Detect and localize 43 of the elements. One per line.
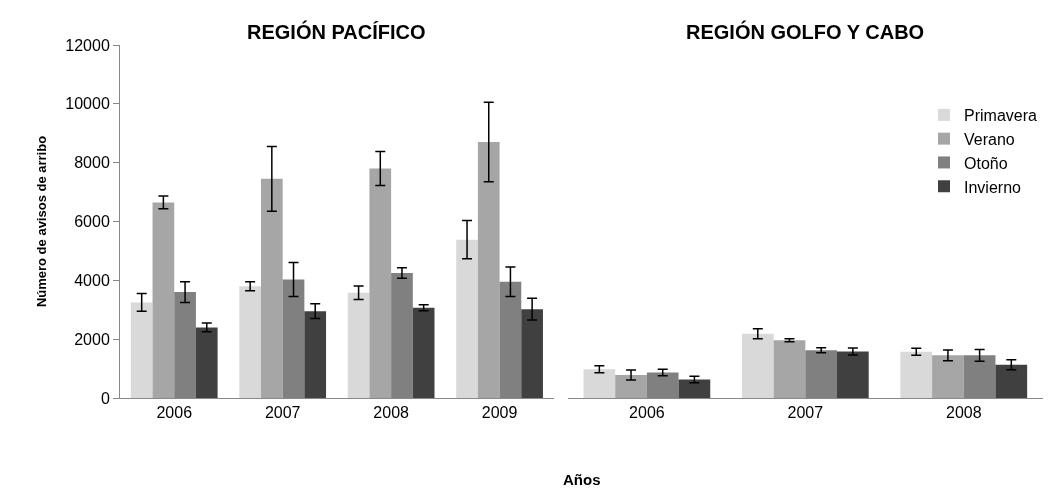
x-tick-label: 2008 (373, 404, 410, 422)
bar (477, 142, 500, 398)
y-tick-label: 12000 (65, 36, 110, 54)
bar (412, 307, 435, 398)
bar (130, 302, 153, 398)
chart-title: REGIÓN PACÍFICO (247, 20, 426, 43)
legend-label: Primavera (964, 107, 1038, 125)
chart-title: REGIÓN GOLFO Y CABO (686, 20, 925, 43)
bar (456, 239, 478, 398)
bar (369, 168, 392, 398)
legend-label: Invierno (964, 178, 1022, 196)
bar (583, 369, 616, 398)
bar (837, 351, 869, 398)
legend-label: Verano (964, 130, 1015, 148)
bar (521, 309, 543, 398)
legend-label: Otoño (964, 154, 1008, 172)
bar (152, 202, 175, 398)
y-tick-label: 8000 (74, 154, 110, 172)
bar (347, 292, 370, 398)
bar (195, 327, 218, 398)
x-tick-label: 2006 (629, 404, 665, 422)
bar (773, 340, 806, 398)
y-tick-label: 4000 (74, 271, 110, 289)
x-tick-label: 2007 (264, 404, 301, 422)
bar (678, 379, 711, 398)
bar (932, 355, 964, 398)
bar (615, 375, 647, 398)
y-tick-label: 10000 (65, 95, 110, 113)
bar (260, 178, 283, 398)
x-axis-title: Años (563, 471, 601, 488)
bar (900, 351, 933, 398)
x-tick-label: 2006 (156, 404, 193, 422)
bar (995, 364, 1028, 398)
bar (239, 286, 261, 398)
x-tick-label: 2008 (945, 404, 982, 422)
y-tick-label: 2000 (74, 330, 110, 348)
y-tick-label: 0 (100, 389, 110, 407)
bar (741, 333, 774, 398)
x-tick-label: 2009 (481, 404, 518, 422)
bar (304, 311, 327, 398)
x-tick-label: 2007 (787, 404, 824, 422)
y-axis-title: Número de avisos de arribo (34, 135, 50, 308)
y-tick-label: 6000 (74, 213, 110, 231)
